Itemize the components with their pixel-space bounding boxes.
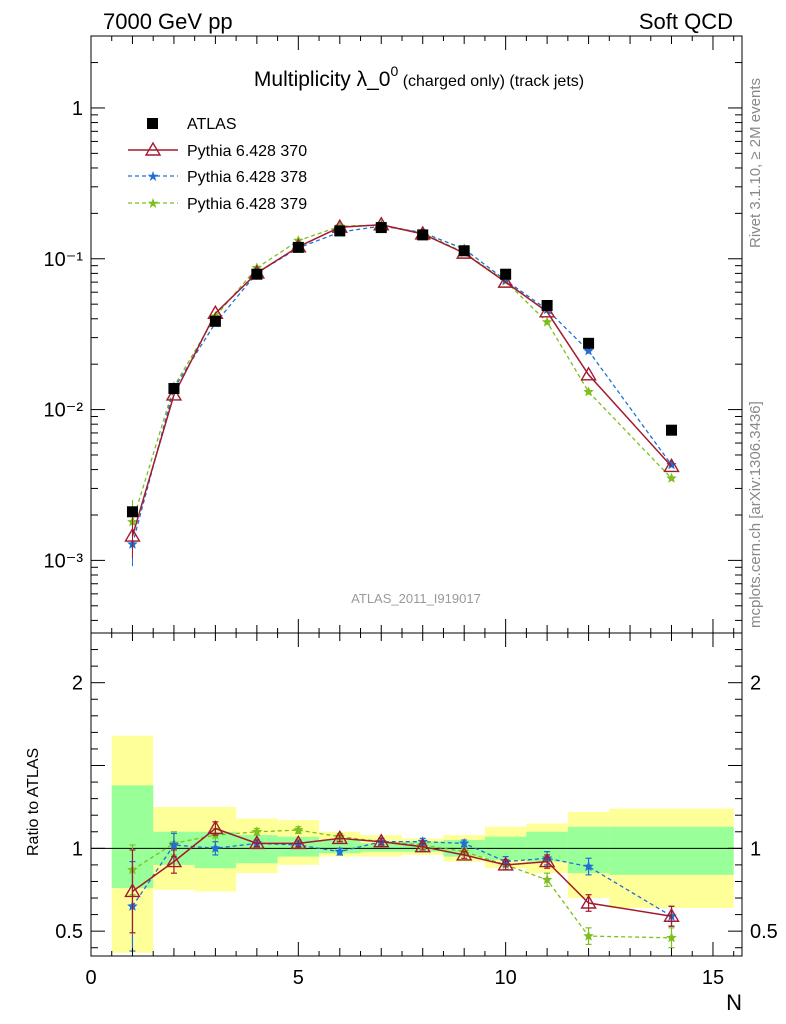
x-axis-label: N xyxy=(726,990,742,1015)
data-point-1 xyxy=(497,273,514,288)
ratio-point-0 xyxy=(663,907,680,922)
analysis-reference: ATLAS_2011_I919017 xyxy=(351,591,481,606)
rivet-label: Rivet 3.1.10, ≥ 2M events xyxy=(747,78,764,248)
legend-marker-379: ★ xyxy=(147,195,160,211)
atlas-data-point xyxy=(375,222,387,234)
data-point-2 xyxy=(666,459,677,470)
ratio-y-tick-label-left: 0.5 xyxy=(55,921,83,943)
header-right: Soft QCD xyxy=(639,9,733,34)
data-point-3 xyxy=(541,316,553,327)
x-tick-label: 15 xyxy=(702,967,724,989)
data-point-2 xyxy=(500,274,511,285)
main-panel: 1 10⁻¹ 10⁻² 10⁻³ Multiplicity λ_00 (charged… xyxy=(44,35,743,634)
mcplots-label: mcplots.cern.ch [arXiv:1306.3436] xyxy=(747,401,764,628)
atlas-data-point xyxy=(334,225,346,237)
ratio-point-1 xyxy=(583,861,594,871)
ratio-point-0 xyxy=(124,883,141,898)
legend-marker-378: ★ xyxy=(147,168,160,184)
series-line-3 xyxy=(131,224,672,523)
atlas-data-point xyxy=(583,337,595,349)
atlas-data-point xyxy=(458,245,470,257)
legend-marker-370 xyxy=(144,141,162,156)
legend-label-379: Pythia 6.428 379 xyxy=(187,196,307,213)
chart-title-main: Multiplicity λ_0 xyxy=(254,68,391,91)
ratio-panel: 2 2 1 1 0.5 0.5 0 5 10 15 Ratio to ATLAS N xyxy=(25,632,778,1015)
main-plot-area xyxy=(124,216,680,567)
ratio-point-0 xyxy=(290,834,307,850)
data-point-1 xyxy=(124,527,141,542)
data-point-2 xyxy=(583,345,594,356)
ratio-point-1 xyxy=(210,842,221,853)
atlas-data-point xyxy=(251,268,263,280)
atlas-data-point xyxy=(666,424,678,436)
series-line-2 xyxy=(131,225,673,545)
ratio-point-0 xyxy=(165,853,183,868)
atlas-data-point xyxy=(541,299,553,311)
legend-label-370: Pythia 6.428 370 xyxy=(187,143,307,160)
ratio-y-tick-label-right: 1 xyxy=(750,838,761,860)
y-tick-label: 10⁻³ xyxy=(44,550,84,572)
data-point-1 xyxy=(580,366,597,381)
ratio-point-0 xyxy=(248,834,266,850)
ratio-point-2 xyxy=(666,932,677,943)
atlas-data-point xyxy=(292,241,304,253)
y-tick-label: 1 xyxy=(72,98,83,120)
data-point-3 xyxy=(583,386,594,397)
ratio-frame xyxy=(90,632,743,957)
ratio-point-0 xyxy=(497,856,514,871)
ratio-y-tick-label-right: 0.5 xyxy=(750,921,778,943)
chart-title: Multiplicity λ_00 (charged only) (track … xyxy=(254,63,584,91)
ratio-point-0 xyxy=(538,853,556,868)
ratio-point-0 xyxy=(207,820,224,835)
legend: ATLAS Pythia 6.428 370 ★ Pythia 6.428 37… xyxy=(128,116,307,213)
legend-label-atlas: ATLAS xyxy=(187,116,237,133)
legend-marker-atlas xyxy=(147,118,158,129)
ratio-axes: 2 2 1 1 0.5 0.5 0 5 10 15 xyxy=(55,632,778,989)
ratio-y-tick-label-right: 2 xyxy=(750,673,761,695)
legend-label-378: Pythia 6.428 378 xyxy=(187,169,307,186)
chart-title-suffix: (charged only) (track jets) xyxy=(398,73,584,90)
atlas-data-point xyxy=(500,268,512,280)
ratio-point-1 xyxy=(459,837,470,848)
ratio-point-2 xyxy=(251,826,263,837)
ratio-y-tick-label-left: 1 xyxy=(72,838,83,860)
ratio-ylabel: Ratio to ATLAS xyxy=(25,748,42,856)
x-tick-label: 5 xyxy=(293,967,304,989)
chart-title-sup: 0 xyxy=(390,63,398,79)
main-axes: 1 10⁻¹ 10⁻² 10⁻³ xyxy=(44,35,742,633)
ratio-point-2 xyxy=(293,824,304,835)
x-tick-label: 0 xyxy=(85,967,96,989)
ratio-point-0 xyxy=(331,830,349,845)
atlas-data-point xyxy=(417,229,429,241)
ratio-point-2 xyxy=(583,930,594,941)
ratio-plot-area xyxy=(91,735,742,953)
ratio-point-1 xyxy=(334,846,345,857)
uncertainty-band-inner xyxy=(360,843,402,852)
ratio-point-2 xyxy=(541,874,553,885)
header-left: 7000 GeV pp xyxy=(103,9,233,34)
ratio-point-0 xyxy=(414,838,431,853)
data-point-3 xyxy=(666,472,677,483)
atlas-data-point xyxy=(209,315,221,327)
ratio-point-0 xyxy=(580,894,597,909)
ratio-point-0 xyxy=(373,833,390,848)
ratio-point-1 xyxy=(168,839,180,850)
uncertainty-band-inner xyxy=(609,826,734,875)
ratio-point-0 xyxy=(455,846,473,861)
x-tick-label: 10 xyxy=(495,967,517,989)
y-tick-label: 10⁻² xyxy=(44,400,84,422)
data-point-1 xyxy=(663,458,680,473)
atlas-data-point xyxy=(168,382,180,394)
y-tick-label: 10⁻¹ xyxy=(44,249,84,271)
ratio-y-tick-label-left: 2 xyxy=(72,673,83,695)
atlas-data-point xyxy=(126,506,138,518)
